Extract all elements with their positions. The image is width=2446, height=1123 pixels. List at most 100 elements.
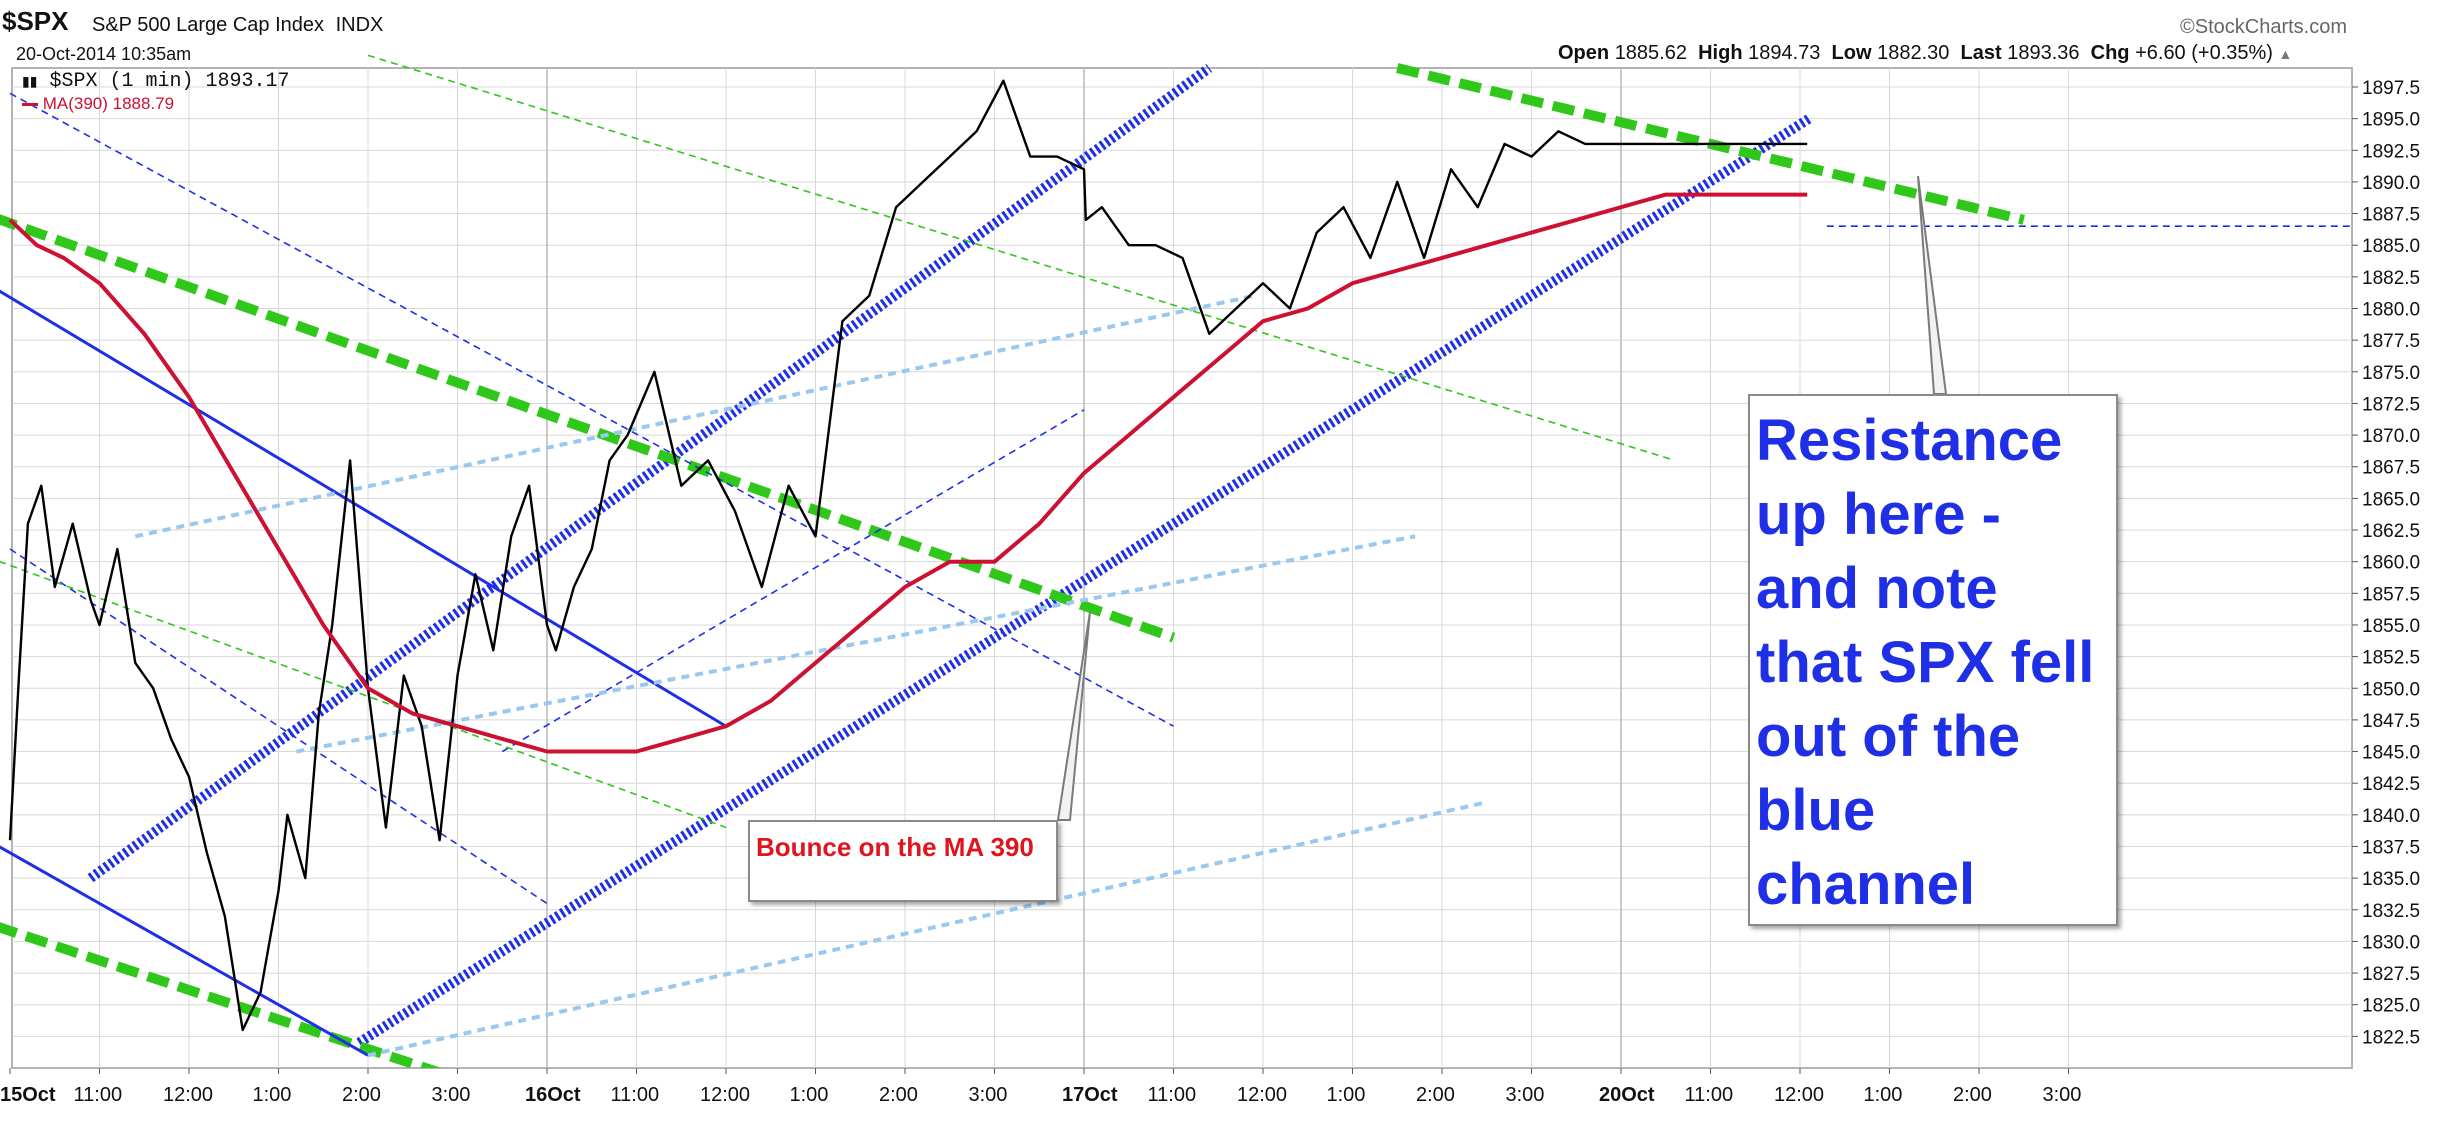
- series-line-spx-1-min: [8, 79, 1808, 1032]
- x-tick-label: 20Oct: [1599, 1084, 1655, 1106]
- y-tick-label: 1855.0: [2362, 616, 2420, 637]
- line-swatch-icon: [22, 103, 38, 107]
- y-tick-label: 1865.0: [2362, 489, 2420, 510]
- scroll-up-icon[interactable]: ▲: [2278, 46, 2293, 62]
- y-tick-label: 1830.0: [2362, 932, 2420, 953]
- open-label: Open: [1558, 42, 1610, 64]
- x-tick-label: 12:00: [163, 1084, 213, 1106]
- legend-price: ▮▮ $SPX (1 min) 1893.17: [22, 70, 289, 93]
- series-layer: [8, 79, 1808, 1032]
- y-tick-label: 1840.0: [2362, 806, 2420, 827]
- last-value: 1893.36: [2007, 42, 2080, 64]
- x-tick-label: 1:00: [1864, 1084, 1903, 1106]
- open-value: 1885.62: [1614, 42, 1687, 64]
- x-tick-label: 17Oct: [1062, 1084, 1118, 1106]
- x-tick-label: 15Oct: [0, 1084, 56, 1106]
- y-tick-label: 1835.0: [2362, 869, 2420, 890]
- last-label: Last: [1960, 42, 2002, 64]
- trendline-green-thin-dashed: [367, 54, 1675, 462]
- y-tick-label: 1822.5: [2362, 1027, 2420, 1048]
- x-tick-label: 2:00: [1416, 1084, 1455, 1106]
- y-tick-label: 1872.5: [2362, 394, 2420, 415]
- x-tick-label: 3:00: [969, 1084, 1008, 1106]
- low-label: Low: [1831, 42, 1872, 64]
- y-tick-label: 1885.0: [2362, 236, 2420, 257]
- chg-label: Chg: [2090, 42, 2130, 64]
- y-tick-label: 1857.5: [2362, 584, 2420, 605]
- bounce-pointer: [1056, 611, 1091, 821]
- y-tick-label: 1845.0: [2362, 743, 2420, 764]
- trendline-lightblue-dashed: [367, 800, 1488, 1058]
- symbol-title: $SPX: [2, 6, 69, 36]
- trendline-blue-dotted-heavy: [356, 114, 1812, 1047]
- series-line-ma-390: [8, 192, 1808, 754]
- trendline-green-thin-dashed: [0, 560, 727, 829]
- x-tick-label: 3:00: [2043, 1084, 2082, 1106]
- y-tick-label: 1850.0: [2362, 679, 2420, 700]
- y-tick-label: 1862.5: [2362, 521, 2420, 542]
- y-tick-label: 1892.5: [2362, 141, 2420, 162]
- x-tick-label: 2:00: [342, 1084, 381, 1106]
- resistance-callout: Resistance up here - and note that SPX f…: [1748, 394, 2118, 926]
- y-tick-label: 1837.5: [2362, 837, 2420, 858]
- trendline-lightblue-dashed: [296, 534, 1416, 754]
- trend-lines: [0, 54, 2352, 1068]
- legend-ma: MA(390) 1888.79: [22, 94, 174, 114]
- ohlc-readout: Open 1885.62 High 1894.73 Low 1882.30 La…: [1558, 42, 2292, 65]
- resistance-callout-text: Resistance up here - and note that SPX f…: [1756, 408, 2095, 917]
- x-tick-label: 11:00: [74, 1084, 123, 1106]
- x-tick-label: 1:00: [790, 1084, 829, 1106]
- candle-icon: ▮▮: [22, 75, 38, 91]
- trendline-lightblue-dashed: [134, 293, 1255, 539]
- y-tick-label: 1842.5: [2362, 774, 2420, 795]
- y-tick-label: 1882.5: [2362, 268, 2420, 289]
- x-tick-label: 11:00: [611, 1084, 660, 1106]
- annotation-pointers: [1056, 175, 1948, 821]
- legend-ma-text: MA(390) 1888.79: [42, 94, 175, 113]
- y-tick-label: 1895.0: [2362, 110, 2420, 131]
- trendline-blue-solid: [0, 845, 369, 1057]
- exchange-text: INDX: [335, 14, 384, 36]
- y-tick-label: 1897.5: [2362, 78, 2420, 99]
- y-tick-label: 1880.0: [2362, 300, 2420, 321]
- y-tick-label: 1832.5: [2362, 901, 2420, 922]
- y-tick-label: 1860.0: [2362, 553, 2420, 574]
- y-tick-label: 1887.5: [2362, 205, 2420, 226]
- x-tick-label: 3:00: [1506, 1084, 1545, 1106]
- y-tick-label: 1867.5: [2362, 458, 2420, 479]
- trendline-green-dashed-heavy: [0, 214, 1176, 643]
- y-tick-label: 1890.0: [2362, 173, 2420, 194]
- stockcharts-brand: ©StockCharts.com: [2180, 16, 2347, 39]
- legend-price-text: $SPX (1 min) 1893.17: [49, 70, 290, 93]
- low-value: 1882.30: [1877, 42, 1950, 64]
- index-name-text: S&P 500 Large Cap Index: [92, 14, 325, 36]
- y-tick-label: 1870.0: [2362, 426, 2420, 447]
- trendline-blue-dotted-heavy: [87, 63, 1213, 883]
- index-name: S&P 500 Large Cap Index INDX: [92, 14, 383, 37]
- y-tick-label: 1825.0: [2362, 996, 2420, 1017]
- x-tick-label: 2:00: [879, 1084, 918, 1106]
- chg-value: +6.60 (+0.35%): [2135, 42, 2273, 64]
- chart-date: 20-Oct-2014 10:35am: [16, 44, 192, 64]
- bounce-callout: Bounce on the MA 390: [748, 820, 1058, 902]
- y-tick-label: 1852.5: [2362, 648, 2420, 669]
- x-tick-label: 12:00: [1237, 1084, 1287, 1106]
- y-tick-label: 1877.5: [2362, 331, 2420, 352]
- high-value: 1894.73: [1748, 42, 1821, 64]
- copyright-icon: ©: [2180, 16, 2195, 38]
- y-tick-label: 1827.5: [2362, 964, 2420, 985]
- x-tick-label: 11:00: [1148, 1084, 1197, 1106]
- x-tick-label: 1:00: [1327, 1084, 1366, 1106]
- bounce-callout-text: Bounce on the MA 390: [756, 832, 1034, 862]
- x-tick-label: 12:00: [700, 1084, 750, 1106]
- x-tick-label: 12:00: [1774, 1084, 1824, 1106]
- x-tick-label: 2:00: [1953, 1084, 1992, 1106]
- high-label: High: [1698, 42, 1743, 64]
- x-tick-label: 1:00: [253, 1084, 292, 1106]
- y-tick-label: 1875.0: [2362, 363, 2420, 384]
- brand-text: StockCharts.com: [2194, 16, 2348, 38]
- axis-ticks: 1822.5 1825.0 1827.5 1830.0 1832.5 1835.0 1837…: [0, 78, 2420, 1106]
- x-tick-label: 3:00: [432, 1084, 471, 1106]
- trendline-blue-thin-dashed: [9, 92, 1174, 727]
